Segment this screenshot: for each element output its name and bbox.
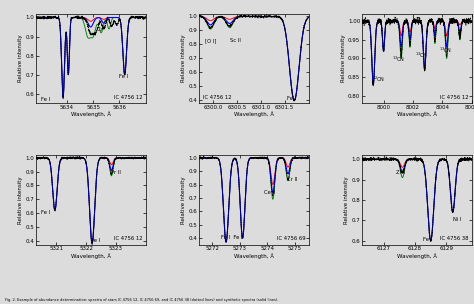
Text: $^{13}$CN: $^{13}$CN bbox=[438, 45, 452, 55]
Text: Pr II: Pr II bbox=[111, 170, 121, 175]
Text: Sc II: Sc II bbox=[229, 38, 240, 43]
Text: IC 4756 12: IC 4756 12 bbox=[114, 95, 142, 100]
X-axis label: Wavelength, Å: Wavelength, Å bbox=[397, 253, 437, 259]
Y-axis label: Relative intensity: Relative intensity bbox=[341, 35, 346, 82]
Text: IC 4756 12: IC 4756 12 bbox=[440, 95, 468, 100]
X-axis label: Wavelength, Å: Wavelength, Å bbox=[397, 112, 437, 117]
Y-axis label: Relative intensity: Relative intensity bbox=[182, 35, 186, 82]
Text: $^{13}$CN: $^{13}$CN bbox=[415, 51, 428, 60]
Text: [O I]: [O I] bbox=[205, 38, 216, 43]
Text: $^{12}$CN: $^{12}$CN bbox=[372, 74, 385, 84]
Text: Cr II: Cr II bbox=[287, 177, 297, 182]
Text: Ce II: Ce II bbox=[264, 190, 276, 195]
Text: Fe I: Fe I bbox=[119, 74, 128, 79]
Y-axis label: Relative intensity: Relative intensity bbox=[182, 176, 186, 224]
Text: IC 4756 12: IC 4756 12 bbox=[203, 95, 232, 100]
Text: Fe I: Fe I bbox=[41, 210, 51, 215]
Y-axis label: Relative intensity: Relative intensity bbox=[344, 176, 349, 224]
X-axis label: Wavelength, Å: Wavelength, Å bbox=[71, 253, 110, 259]
Y-axis label: Relative intensity: Relative intensity bbox=[18, 176, 23, 224]
Text: Zr I: Zr I bbox=[396, 170, 405, 174]
Text: Fe I: Fe I bbox=[91, 238, 100, 243]
Text: C$_2$: C$_2$ bbox=[96, 25, 104, 34]
X-axis label: Wavelength, Å: Wavelength, Å bbox=[71, 112, 110, 117]
Text: IC 4756 69: IC 4756 69 bbox=[277, 236, 305, 241]
Text: Fe I: Fe I bbox=[423, 237, 432, 242]
Text: Fe I: Fe I bbox=[42, 97, 51, 102]
Text: IC 4756 38: IC 4756 38 bbox=[440, 236, 468, 241]
Text: IC 4756 12: IC 4756 12 bbox=[114, 236, 142, 241]
X-axis label: Wavelength, Å: Wavelength, Å bbox=[234, 253, 273, 259]
X-axis label: Wavelength, Å: Wavelength, Å bbox=[234, 112, 273, 117]
Text: Fe I: Fe I bbox=[287, 96, 296, 101]
Text: Ni I: Ni I bbox=[453, 217, 461, 222]
Text: Fig. 2. Example of abundance determination: spectra of stars IC 4756 12, IC 4756: Fig. 2. Example of abundance determinati… bbox=[5, 299, 278, 302]
Text: $^{13}$CN: $^{13}$CN bbox=[392, 55, 405, 64]
Y-axis label: Relative intensity: Relative intensity bbox=[18, 35, 23, 82]
Text: Fe I  Fe I: Fe I Fe I bbox=[221, 235, 242, 240]
